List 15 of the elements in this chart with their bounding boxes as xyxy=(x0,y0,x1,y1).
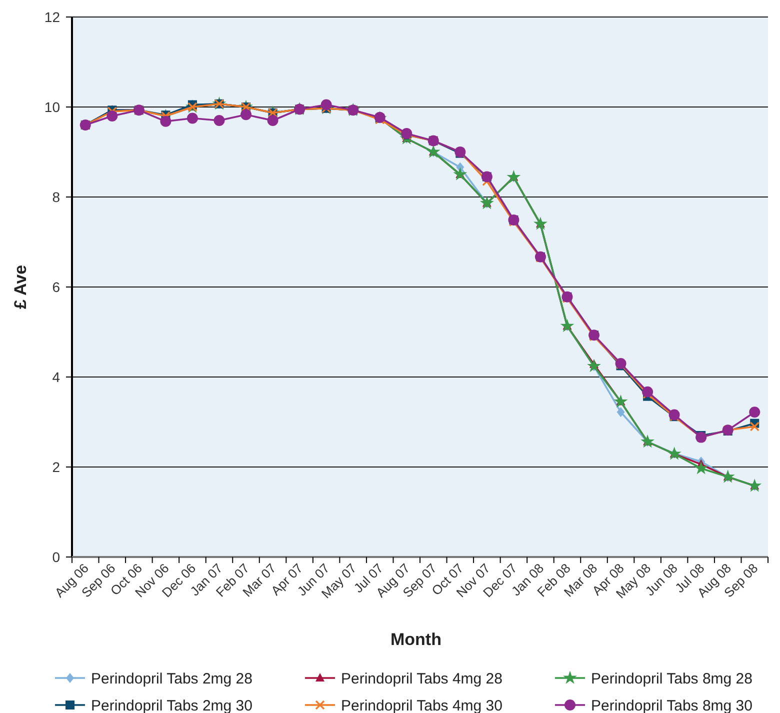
y-tick-label: 8 xyxy=(52,188,60,205)
y-tick-label: 12 xyxy=(44,8,60,25)
y-tick-label: 10 xyxy=(44,98,60,115)
legend-label: Perindopril Tabs 4mg 30 xyxy=(341,697,502,713)
legend-label: Perindopril Tabs 2mg 30 xyxy=(91,697,252,713)
y-axis-title: £ Ave xyxy=(11,264,30,310)
y-tick-label: 2 xyxy=(52,458,60,475)
legend-label: Perindopril Tabs 2mg 28 xyxy=(91,670,252,688)
y-tick-label: 6 xyxy=(52,278,60,295)
y-tick-label: 4 xyxy=(52,368,60,385)
y-tick-label: 0 xyxy=(52,548,60,565)
legend-label: Perindopril Tabs 4mg 28 xyxy=(341,670,502,688)
legend-label: Perindopril Tabs 8mg 30 xyxy=(591,697,752,713)
legend-label: Perindopril Tabs 8mg 28 xyxy=(591,670,752,688)
x-axis-title: Month xyxy=(390,630,442,649)
